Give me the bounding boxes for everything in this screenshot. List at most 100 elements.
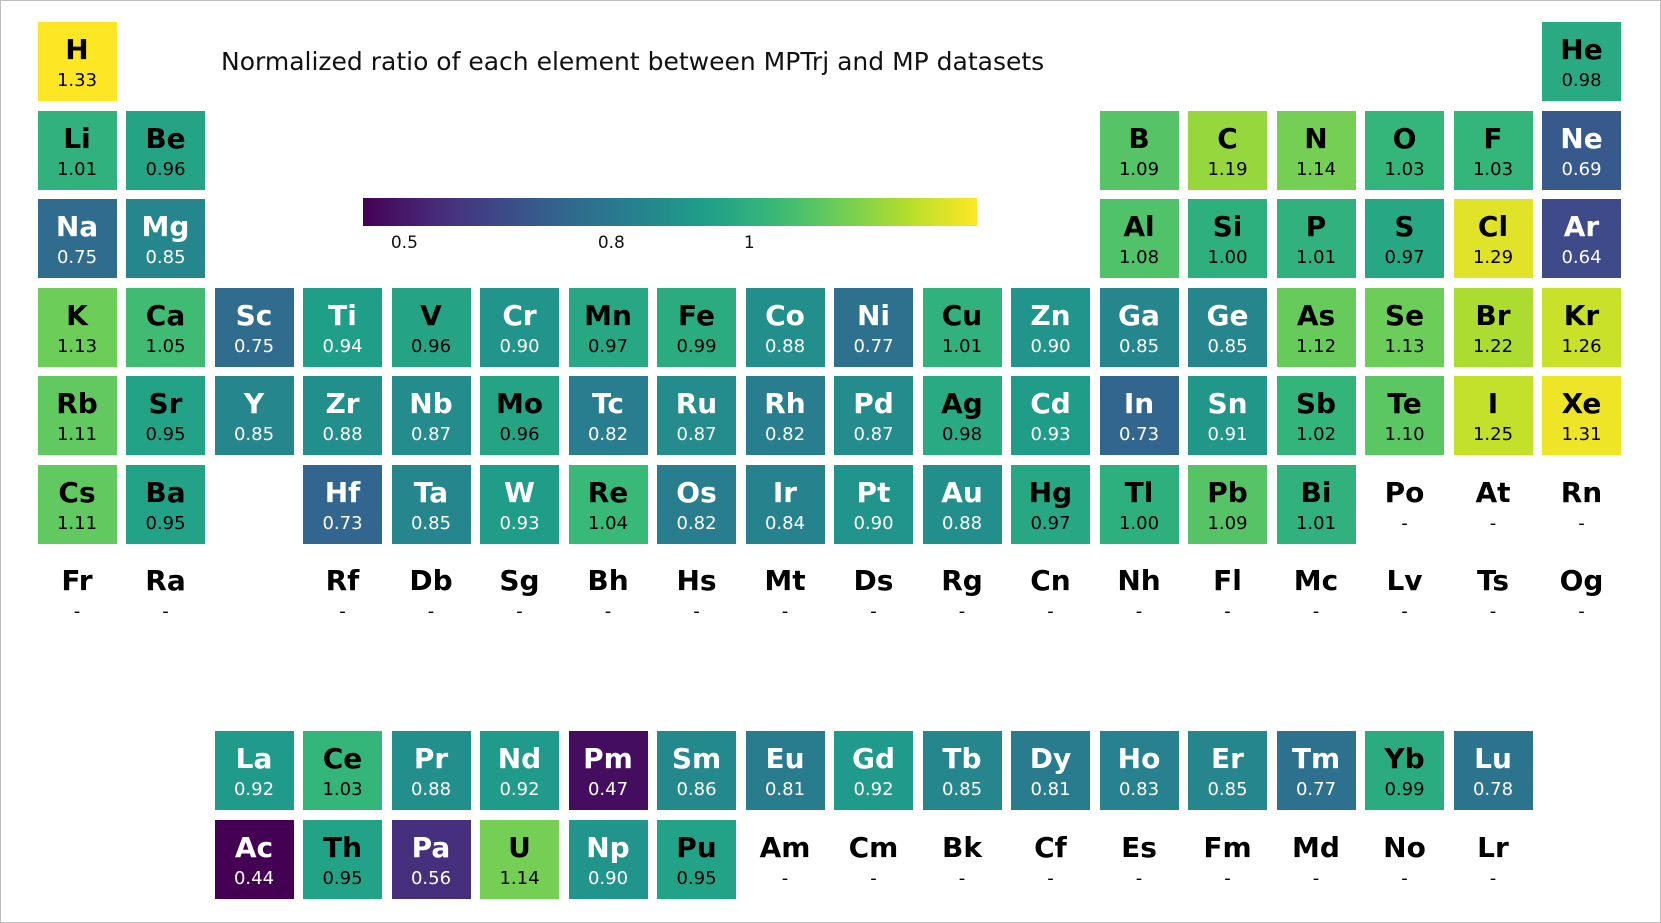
element-cell-ho: Ho 0.83 <box>1099 731 1179 810</box>
element-value: - <box>162 601 169 622</box>
element-cell-s: S 0.97 <box>1365 199 1444 278</box>
element-symbol: Fl <box>1213 564 1242 597</box>
element-symbol: Tl <box>1124 475 1154 509</box>
element-cell-co: Co 0.88 <box>745 287 825 367</box>
element-value: 0.77 <box>1295 779 1337 800</box>
element-cell-re: Re 1.04 <box>568 464 648 544</box>
element-symbol: Be <box>145 121 186 155</box>
element-cell-gd: Gd 0.92 <box>834 731 913 810</box>
element-cell-hf: Hf 0.73 <box>303 464 382 544</box>
element-symbol: Am <box>759 830 811 864</box>
element-value: 0.81 <box>764 779 806 800</box>
element-value: 0.93 <box>1030 424 1071 445</box>
element-cell-cn: Cn - <box>1011 553 1090 632</box>
element-value: 0.85 <box>1118 335 1160 357</box>
element-value: 0.81 <box>1030 779 1071 800</box>
element-cell-sm: Sm 0.86 <box>657 731 736 810</box>
element-symbol: Pu <box>676 830 717 864</box>
colorbar-gradient <box>363 198 977 226</box>
element-cell-mc: Mc - <box>1277 553 1356 632</box>
element-value: 0.96 <box>145 158 186 180</box>
chart-title: Normalized ratio of each element between… <box>221 47 1045 76</box>
element-symbol: Ni <box>856 298 891 332</box>
element-value: 0.85 <box>941 779 983 800</box>
element-value: - <box>1578 512 1585 534</box>
colorbar-tick-label: 1 <box>743 233 755 253</box>
element-value: - <box>1312 601 1320 622</box>
element-value: 1.04 <box>587 512 629 534</box>
element-symbol: Hf <box>324 475 361 509</box>
element-value: 0.95 <box>322 867 363 889</box>
element-symbol: Cf <box>1034 830 1067 864</box>
element-cell-y: Y 0.85 <box>214 376 294 455</box>
element-value: - <box>781 601 789 622</box>
element-symbol: Fe <box>678 298 715 332</box>
element-symbol: Pt <box>856 475 891 509</box>
element-symbol: Ir <box>772 475 798 509</box>
element-symbol: Er <box>1211 742 1244 775</box>
element-value: 0.73 <box>322 512 363 534</box>
element-symbol: Fm <box>1203 830 1252 864</box>
element-symbol: Ta <box>413 475 449 509</box>
element-cell-es: Es - <box>1100 820 1179 899</box>
element-value: - <box>693 601 700 622</box>
element-value: 1.01 <box>1295 512 1337 534</box>
element-symbol: F <box>1483 121 1503 155</box>
element-symbol: Mn <box>584 298 632 332</box>
element-value: 0.83 <box>1118 779 1160 800</box>
element-value: 1.14 <box>1295 158 1337 180</box>
element-cell-fm: Fm - <box>1188 820 1267 899</box>
element-symbol: Mt <box>764 564 806 597</box>
element-cell-cl: Cl 1.29 <box>1453 199 1533 278</box>
element-cell-os: Os 0.82 <box>657 464 736 544</box>
element-symbol: Zr <box>325 387 360 420</box>
element-cell-na: Na 0.75 <box>37 199 117 278</box>
element-symbol: U <box>508 830 531 864</box>
element-cell-pt: Pt 0.90 <box>834 464 913 544</box>
element-symbol: Lr <box>1477 830 1509 864</box>
element-symbol: Pr <box>413 742 449 775</box>
element-cell-pb: Pb 1.09 <box>1188 464 1267 544</box>
element-value: 0.92 <box>233 779 275 800</box>
element-value: 0.47 <box>587 779 629 800</box>
element-symbol: Ce <box>322 742 363 775</box>
element-value: 0.90 <box>853 512 894 534</box>
element-symbol: Db <box>409 564 453 597</box>
element-cell-te: Te 1.10 <box>1365 376 1444 455</box>
element-cell-au: Au 0.88 <box>922 464 1002 544</box>
element-value: 1.25 <box>1472 424 1514 445</box>
element-cell-pa: Pa 0.56 <box>391 819 471 899</box>
element-cell-la: La 0.92 <box>214 731 294 810</box>
element-symbol: H <box>65 33 89 66</box>
element-value: 1.11 <box>56 424 98 445</box>
element-cell-pr: Pr 0.88 <box>391 731 471 810</box>
element-symbol: Gd <box>851 742 896 775</box>
element-cell-eu: Eu 0.81 <box>745 731 825 810</box>
element-value: 0.98 <box>941 424 983 445</box>
element-symbol: Mg <box>141 210 190 243</box>
element-value: - <box>427 601 435 622</box>
element-symbol: Pb <box>1207 475 1248 509</box>
element-value: 1.22 <box>1472 335 1514 357</box>
element-symbol: No <box>1383 830 1426 864</box>
element-symbol: Hg <box>1028 475 1073 509</box>
element-value: 0.44 <box>233 867 275 889</box>
colorbar-tick-label: 0.5 <box>390 233 418 253</box>
element-symbol: Zn <box>1030 298 1071 332</box>
element-symbol: K <box>66 298 88 332</box>
element-cell-v: V 0.96 <box>391 287 471 367</box>
element-value: - <box>1224 601 1231 622</box>
element-symbol: Og <box>1559 564 1604 597</box>
element-symbol: Cr <box>502 298 537 332</box>
element-value: 0.85 <box>145 247 186 268</box>
element-cell-hs: Hs - <box>657 553 736 632</box>
element-cell-no: No - <box>1365 820 1444 899</box>
element-value: 1.31 <box>1561 424 1602 445</box>
element-symbol: Kr <box>1563 298 1600 332</box>
element-cell-sg: Sg - <box>480 553 559 632</box>
element-value: 1.26 <box>1561 335 1602 357</box>
element-cell-h: H 1.33 <box>37 22 117 101</box>
element-value: - <box>1489 512 1497 534</box>
element-symbol: Ho <box>1117 742 1161 775</box>
element-value: - <box>1312 867 1320 889</box>
